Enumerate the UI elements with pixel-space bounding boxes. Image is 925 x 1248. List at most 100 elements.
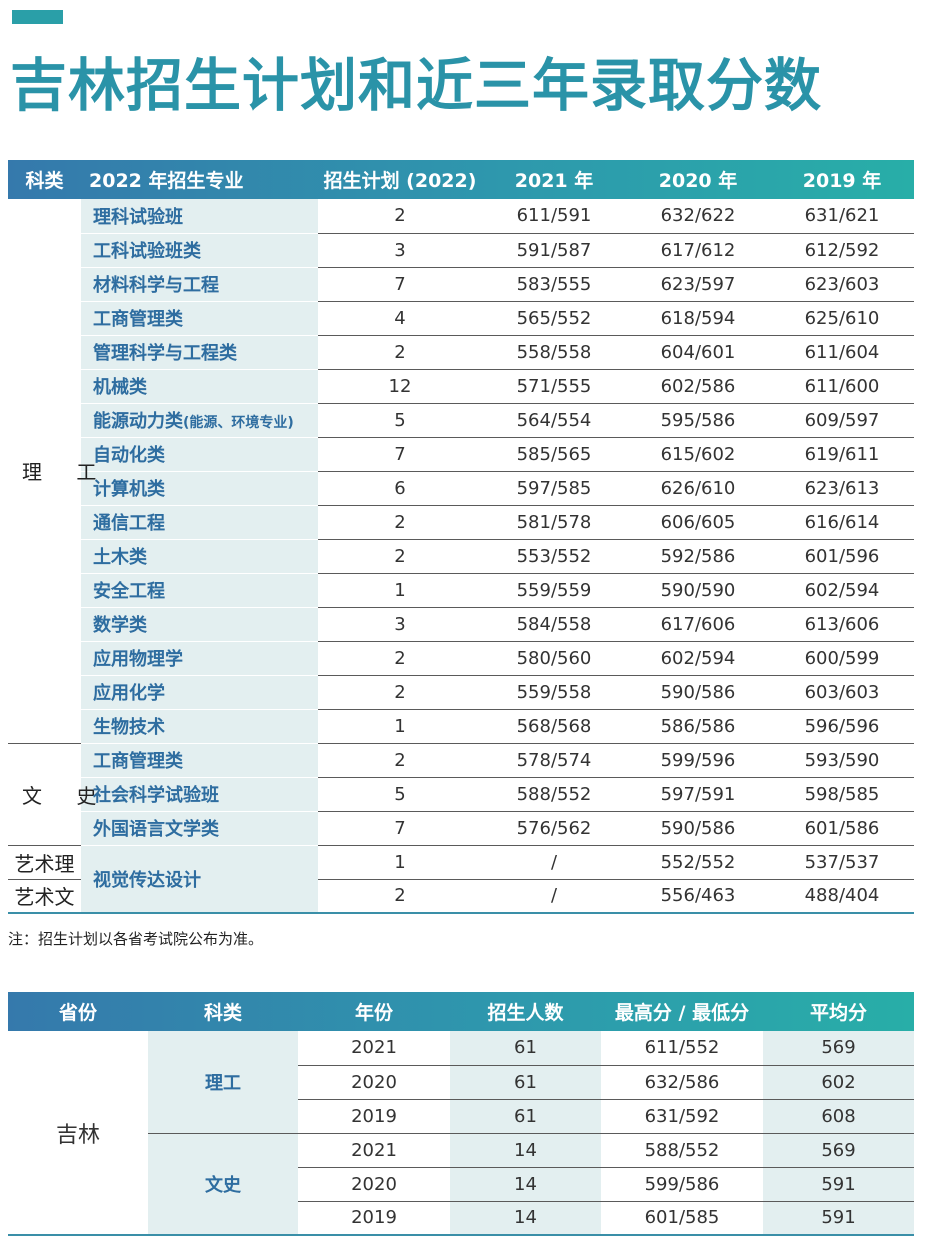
- plan-cell: 2: [318, 879, 482, 914]
- score-2020-cell: 623/597: [626, 267, 770, 302]
- header-count: 招生人数: [487, 1002, 564, 1024]
- score-2021-cell: 581/578: [482, 505, 626, 540]
- header-major: 2022 年招生专业: [89, 170, 244, 192]
- major-cell: 安全工程: [81, 573, 318, 608]
- range-cell: 611/552: [601, 1031, 763, 1066]
- score-2021-cell: /: [482, 879, 626, 914]
- major-name: 工商管理类: [93, 751, 183, 772]
- major-cell: 外国语言文学类: [81, 811, 318, 846]
- count-cell: 61: [450, 1065, 601, 1100]
- score-2021-cell: 583/555: [482, 267, 626, 302]
- header-category: 科类: [25, 170, 64, 192]
- plan-cell: 2: [318, 539, 482, 574]
- score-2019-cell: 623/613: [770, 471, 914, 506]
- score-2020-cell: 590/590: [626, 573, 770, 608]
- table-row: 应用化学 2 559/558 590/586 603/603: [8, 675, 914, 710]
- count-cell: 14: [450, 1201, 601, 1236]
- major-name: 理科试验班: [93, 206, 183, 228]
- score-2021-cell: 568/568: [482, 709, 626, 744]
- province-cell: 吉林: [8, 1031, 148, 1235]
- table-row: 自动化类 7 585/565 615/602 619/611: [8, 437, 914, 472]
- average-cell: 569: [763, 1031, 914, 1066]
- score-2019-cell: 616/614: [770, 505, 914, 540]
- score-2021-cell: 559/558: [482, 675, 626, 710]
- table-row: 管理科学与工程类 2 558/558 604/601 611/604: [8, 335, 914, 370]
- score-2021-cell: 591/587: [482, 233, 626, 268]
- score-2020-cell: 606/605: [626, 505, 770, 540]
- score-2019-cell: 601/586: [770, 811, 914, 846]
- score-2020-cell: 586/586: [626, 709, 770, 744]
- score-2021-cell: 576/562: [482, 811, 626, 846]
- plan-cell: 4: [318, 301, 482, 336]
- score-2021-cell: 580/560: [482, 641, 626, 676]
- plan-cell: 7: [318, 437, 482, 472]
- score-2021-cell: 585/565: [482, 437, 626, 472]
- score-2020-cell: 602/594: [626, 641, 770, 676]
- plan-cell: 2: [318, 641, 482, 676]
- plan-cell: 3: [318, 233, 482, 268]
- category-cell: 艺术理: [8, 845, 81, 880]
- major-name: 土木类: [93, 547, 147, 568]
- major-name: 工科试验班类: [93, 241, 201, 262]
- average-cell: 569: [763, 1133, 914, 1168]
- table-row: 理 工理科试验班 2 611/591 632/622 631/621: [8, 199, 914, 744]
- major-cell: 工商管理类: [81, 743, 318, 778]
- major-cell: 工科试验班类: [81, 233, 318, 268]
- major-cell: 理科试验班: [81, 199, 318, 234]
- major-cell: 通信工程: [81, 505, 318, 540]
- major-cell: 应用化学: [81, 675, 318, 710]
- score-2020-cell: 632/622: [626, 199, 770, 234]
- table-row: 数学类 3 584/558 617/606 613/606: [8, 607, 914, 642]
- major-note: (能源、环境专业): [183, 415, 294, 431]
- table-row: 应用物理学 2 580/560 602/594 600/599: [8, 641, 914, 676]
- major-cell: 土木类: [81, 539, 318, 574]
- plan-cell: 2: [318, 335, 482, 370]
- major-cell: 生物技术: [81, 709, 318, 744]
- score-2019-cell: 611/604: [770, 335, 914, 370]
- score-2019-cell: 631/621: [770, 199, 914, 234]
- score-2020-cell: 597/591: [626, 777, 770, 812]
- header-year: 年份: [354, 1002, 393, 1024]
- major-name: 生物技术: [93, 717, 165, 738]
- score-2019-cell: 596/596: [770, 709, 914, 744]
- range-cell: 599/586: [601, 1167, 763, 1202]
- score-2021-cell: 611/591: [482, 199, 626, 234]
- header-province: 省份: [58, 1002, 97, 1024]
- score-2021-cell: /: [482, 845, 626, 880]
- accent-bar: [12, 10, 63, 24]
- category-cell: 文 史: [8, 743, 96, 846]
- major-cell: 能源动力类(能源、环境专业): [81, 403, 318, 438]
- plan-cell: 3: [318, 607, 482, 642]
- plan-cell: 1: [318, 845, 482, 880]
- table-row: 2019 61 631/592 608: [8, 1099, 914, 1134]
- count-cell: 14: [450, 1167, 601, 1202]
- score-2019-cell: 602/594: [770, 573, 914, 608]
- year-cell: 2019: [298, 1099, 450, 1134]
- score-2021-cell: 588/552: [482, 777, 626, 812]
- plan-cell: 12: [318, 369, 482, 404]
- count-cell: 61: [450, 1099, 601, 1134]
- score-2019-cell: 488/404: [770, 879, 914, 914]
- major-name: 视觉传达设计: [93, 869, 201, 891]
- score-2019-cell: 593/590: [770, 743, 914, 778]
- table-row: 外国语言文学类 7 576/562 590/586 601/586: [8, 811, 914, 846]
- table-row: 通信工程 2 581/578 606/605 616/614: [8, 505, 914, 540]
- score-2020-cell: 590/586: [626, 811, 770, 846]
- table-row: 能源动力类(能源、环境专业) 5 564/554 595/586 609/597: [8, 403, 914, 438]
- score-2019-cell: 537/537: [770, 845, 914, 880]
- major-name: 自动化类: [93, 445, 165, 466]
- table-row: 2019 14 601/585 591: [8, 1201, 914, 1236]
- score-2020-cell: 590/586: [626, 675, 770, 710]
- major-name: 机械类: [93, 377, 147, 398]
- major-cell: 数学类: [81, 607, 318, 642]
- score-2021-cell: 584/558: [482, 607, 626, 642]
- page-title: 吉林招生计划和近三年录取分数: [10, 53, 822, 119]
- score-2019-cell: 598/585: [770, 777, 914, 812]
- year-cell: 2019: [298, 1201, 450, 1236]
- major-name: 计算机类: [93, 479, 165, 500]
- score-2021-cell: 553/552: [482, 539, 626, 574]
- table-row: 2020 14 599/586 591: [8, 1167, 914, 1202]
- score-2019-cell: 619/611: [770, 437, 914, 472]
- year-cell: 2020: [298, 1065, 450, 1100]
- footnote: 注：招生计划以各省考试院公布为准。: [8, 930, 264, 948]
